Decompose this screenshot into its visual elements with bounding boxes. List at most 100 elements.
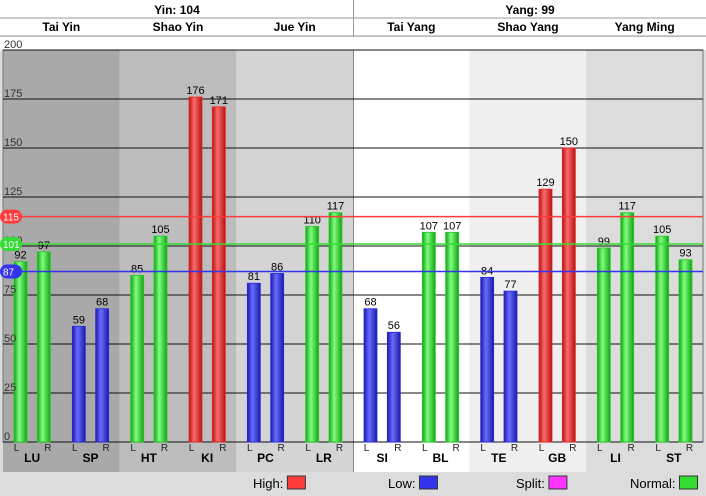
side-label: L (247, 443, 253, 454)
side-label: R (278, 443, 285, 454)
side-label: L (422, 443, 428, 454)
side-label: L (72, 443, 78, 454)
bar (328, 212, 343, 443)
legend-label: Normal: (630, 476, 676, 491)
reference-label: 87 (3, 267, 15, 278)
side-label: L (539, 443, 545, 454)
side-label: L (305, 443, 311, 454)
side-label: L (364, 443, 370, 454)
bar (13, 261, 28, 443)
top-strip (0, 37, 706, 50)
bar (130, 274, 145, 443)
bar (655, 235, 670, 443)
bar (270, 273, 285, 443)
legend-swatch (418, 475, 438, 490)
legend-background (0, 472, 706, 496)
category-label: BL (433, 451, 449, 465)
side-label: R (336, 443, 343, 454)
x-labels: LU SP HT KI PC LR SI BL TE GB LI ST (24, 451, 682, 465)
group-header-label: Yang Ming (615, 20, 675, 34)
bar (561, 147, 576, 443)
category-label: ST (666, 451, 682, 465)
bar-value-label: 68 (364, 297, 376, 309)
category-label: SI (376, 451, 387, 465)
reference-label: 101 (3, 240, 20, 251)
grid-lines (3, 49, 703, 443)
bar-value-label: 171 (210, 95, 228, 107)
category-label: PC (257, 451, 274, 465)
legend-swatch (679, 475, 699, 490)
bar (188, 96, 203, 443)
group-header-label: Tai Yang (387, 20, 435, 34)
bar-value-label: 56 (388, 320, 400, 332)
legend-label: Split: (516, 476, 545, 491)
category-label: LU (24, 451, 40, 465)
side-label: R (44, 443, 51, 454)
category-label: LR (316, 451, 332, 465)
bar (620, 212, 635, 443)
reference-badge (0, 237, 22, 252)
bar-value-label: 105 (653, 224, 671, 236)
bar (95, 308, 110, 443)
bar-value-label: 81 (248, 271, 260, 283)
bar-value-label: 86 (271, 261, 283, 273)
side-label: R (103, 443, 110, 454)
y-tick-label: 50 (4, 333, 16, 345)
bar-value-label: 85 (131, 263, 143, 275)
side-label: L (14, 443, 20, 454)
y-tick-label: 175 (4, 88, 22, 100)
group-header-label: Shao Yang (497, 20, 558, 34)
bar (538, 188, 553, 443)
reference-label: 115 (3, 213, 19, 224)
legend-swatch (286, 475, 306, 490)
bar-value-label: 93 (679, 248, 691, 260)
group-headers: Tai Yin Shao Yin Jue Yin Tai Yang Shao Yang Y… (42, 20, 674, 34)
bar-value-label: 92 (14, 250, 26, 262)
legend-label: High: (253, 476, 283, 491)
bar-value-label: 99 (598, 236, 610, 248)
bar (153, 235, 168, 443)
bar-value-label: 68 (96, 297, 108, 309)
bar-value-label: 150 (560, 136, 578, 148)
bar-value-label: 117 (327, 201, 345, 213)
y-tick-label: 75 (4, 284, 16, 296)
bar-value-label: 107 (420, 220, 438, 232)
side-label: R (453, 443, 460, 454)
group-header-label: Jue Yin (274, 20, 316, 34)
bar (386, 331, 401, 443)
group-header-label: Shao Yin (153, 20, 204, 34)
category-label: GB (548, 451, 566, 465)
y-tick-label: 25 (4, 382, 16, 394)
bar (596, 247, 611, 443)
side-label: R (628, 443, 635, 454)
y-tick-label: 200 (4, 39, 22, 51)
bar (363, 308, 378, 443)
category-label: TE (491, 451, 506, 465)
bar (246, 282, 261, 443)
group-header-label: Tai Yin (42, 20, 80, 34)
category-label: KI (201, 451, 213, 465)
bar-value-label: 107 (443, 220, 461, 232)
legend-swatch (548, 475, 568, 490)
side-label: R (511, 443, 518, 454)
bar-value-label: 117 (618, 201, 636, 213)
category-label: HT (141, 451, 158, 465)
bar (36, 251, 51, 443)
bar-value-label: 59 (73, 314, 85, 326)
legend-label: Low: (388, 476, 415, 491)
category-label: LI (610, 451, 621, 465)
side-label: L (655, 443, 661, 454)
y-tick-label: 125 (4, 186, 22, 198)
bar (71, 325, 86, 443)
bar-value-label: 105 (151, 224, 169, 236)
bar (678, 259, 693, 443)
legend: High: Low: Split: Normal: (253, 475, 699, 491)
side-label: L (189, 443, 195, 454)
bar-value-label: 129 (536, 177, 554, 189)
bar (480, 276, 495, 443)
bar (421, 231, 436, 443)
side-label: R (394, 443, 401, 454)
reference-lines: 115 101 87 (0, 209, 703, 279)
bar-value-label: 176 (186, 85, 204, 97)
